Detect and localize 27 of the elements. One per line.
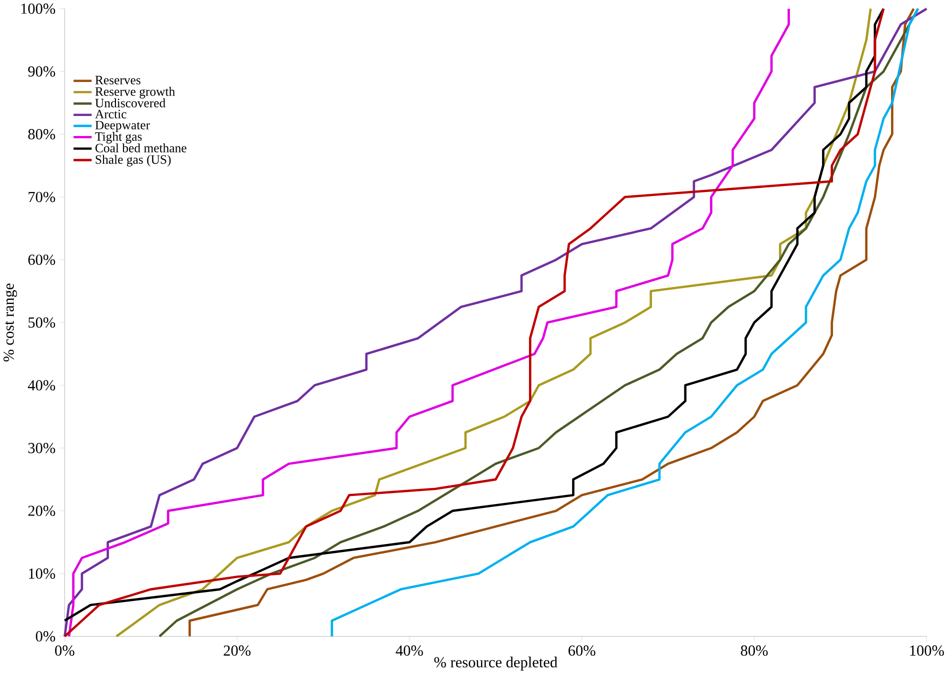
y-tick-label: 70%	[28, 192, 56, 202]
legend-label: Tight gas	[95, 132, 142, 144]
y-tick-label: 0%	[36, 631, 56, 642]
x-tick-label: 0%	[55, 645, 74, 656]
y-tick-label: 90%	[28, 66, 56, 77]
legend-label: Arctic	[95, 110, 126, 118]
y-tick-label: 50%	[28, 317, 56, 328]
y-tick-label: 20%	[28, 506, 56, 516]
y-tick-label: 40%	[28, 380, 56, 390]
y-tick-label: 80%	[28, 129, 56, 140]
x-tick-label: 100%	[910, 645, 944, 656]
y-tick-label: 100%	[21, 3, 56, 14]
legend-label: Shale gas (US)	[96, 154, 171, 166]
legend-label: Reserve growth	[95, 86, 175, 98]
legend-label: Undiscovered	[95, 98, 166, 108]
x-tick-label: 20%	[224, 645, 251, 656]
legend-label: Coal bed methane	[95, 143, 186, 152]
y-tick-label: 30%	[28, 442, 56, 454]
legend-label: Reserves	[95, 76, 140, 84]
legend-label: Deepwater	[95, 120, 150, 132]
x-tick-label: 40%	[396, 645, 423, 656]
y-axis-title: % cost range	[4, 284, 17, 362]
x-axis-title: % resource depleted	[434, 656, 558, 670]
y-tick-label: 60%	[28, 254, 56, 265]
x-tick-label: 80%	[740, 645, 768, 656]
y-tick-label: 10%	[29, 568, 56, 579]
x-tick-label: 60%	[568, 645, 596, 656]
